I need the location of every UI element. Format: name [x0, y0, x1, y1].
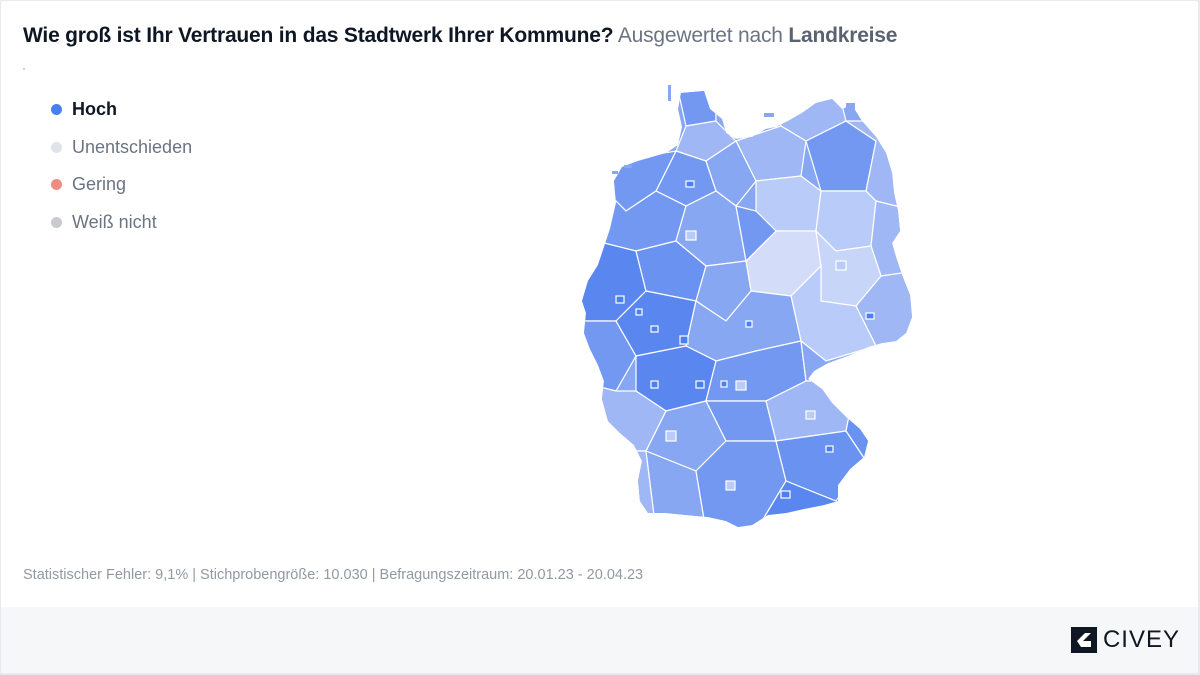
divider-dot [23, 68, 25, 70]
legend-item-gering[interactable]: Gering [51, 166, 192, 204]
legend-item-hoch[interactable]: Hoch [51, 91, 192, 129]
chart-title: Wie groß ist Ihr Vertrauen in das Stadtw… [23, 23, 897, 49]
legend-dot-icon [51, 216, 62, 228]
legend-dot-icon [51, 104, 62, 116]
civey-logo[interactable]: CIVEY [1070, 626, 1180, 653]
legend-label: Gering [72, 174, 127, 195]
legend: Hoch Unentschieden Gering Weiß nicht [51, 91, 192, 241]
subtitle-region-level: Landkreise [788, 24, 898, 47]
subtitle-prefix: Ausgewertet nach [617, 24, 783, 47]
legend-item-weiss-nicht[interactable]: Weiß nicht [51, 204, 192, 242]
brand-name: CIVEY [1102, 626, 1180, 653]
legend-label: Unentschieden [72, 136, 193, 157]
legend-label: Hoch [72, 99, 117, 120]
legend-item-unentschieden[interactable]: Unentschieden [51, 129, 192, 167]
germany-choropleth-map[interactable] [576, 81, 916, 531]
legend-dot-icon [51, 179, 62, 191]
legend-label: Weiß nicht [72, 211, 157, 232]
legend-dot-icon [51, 141, 62, 153]
question-text: Wie groß ist Ihr Vertrauen in das Stadtw… [23, 24, 614, 47]
survey-footnote: Statistischer Fehler: 9,1% | Stichproben… [23, 567, 644, 583]
civey-logo-icon [1070, 627, 1097, 653]
footer-bar: CIVEY [1, 607, 1198, 673]
